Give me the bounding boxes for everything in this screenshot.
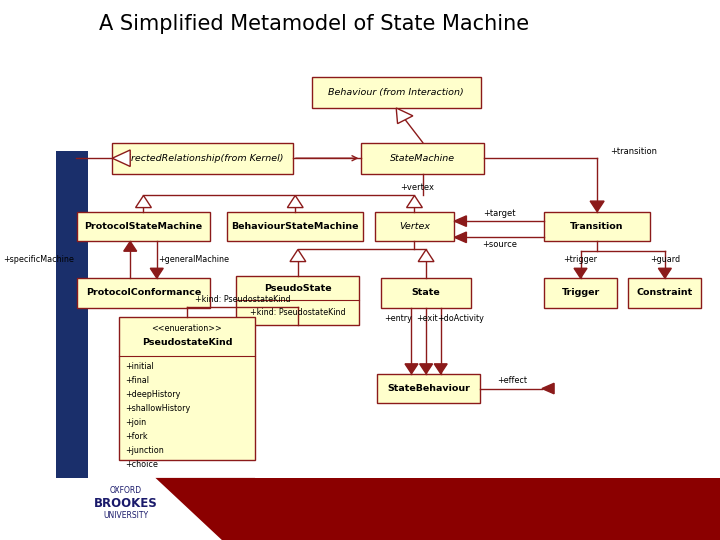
Text: Constraint: Constraint: [636, 288, 693, 298]
FancyBboxPatch shape: [228, 212, 364, 241]
Polygon shape: [290, 249, 306, 261]
Text: +specificMachine: +specificMachine: [3, 255, 73, 264]
Polygon shape: [287, 195, 303, 207]
FancyBboxPatch shape: [544, 278, 617, 308]
Polygon shape: [590, 201, 604, 212]
Text: +initial: +initial: [125, 362, 154, 371]
Text: +effect: +effect: [497, 376, 527, 385]
Polygon shape: [658, 268, 671, 278]
Text: State: State: [412, 288, 441, 298]
Text: +doActivity: +doActivity: [437, 314, 484, 323]
Polygon shape: [420, 364, 433, 374]
Text: Trigger: Trigger: [562, 288, 600, 298]
FancyBboxPatch shape: [112, 143, 293, 174]
Text: +choice: +choice: [125, 461, 158, 469]
Text: +vertex: +vertex: [400, 184, 434, 192]
Text: +entry: +entry: [384, 314, 412, 323]
Text: StateMachine: StateMachine: [390, 154, 455, 163]
FancyBboxPatch shape: [361, 143, 485, 174]
Text: UNIVERSITY: UNIVERSITY: [103, 511, 148, 520]
Text: +source: +source: [482, 240, 517, 249]
Text: +kind: PseudostateKind: +kind: PseudostateKind: [250, 308, 346, 317]
Text: StateBehaviour: StateBehaviour: [387, 384, 470, 393]
FancyBboxPatch shape: [77, 212, 210, 241]
FancyBboxPatch shape: [119, 317, 255, 460]
Text: <<enueration>>: <<enueration>>: [152, 325, 222, 333]
FancyBboxPatch shape: [629, 278, 701, 308]
Text: +trigger: +trigger: [564, 255, 598, 264]
Text: +final: +final: [125, 376, 150, 385]
Text: DirectedRelationship(from Kernel): DirectedRelationship(from Kernel): [122, 154, 284, 163]
Text: +target: +target: [483, 208, 516, 218]
FancyBboxPatch shape: [236, 276, 359, 325]
Polygon shape: [574, 268, 587, 278]
Polygon shape: [418, 249, 434, 261]
Text: +exit: +exit: [417, 314, 438, 323]
Text: +kind: PseudostateKind: +kind: PseudostateKind: [194, 295, 290, 304]
Polygon shape: [135, 195, 151, 207]
Text: PseudoState: PseudoState: [264, 284, 332, 293]
Polygon shape: [124, 241, 137, 251]
FancyBboxPatch shape: [377, 374, 480, 403]
Text: A Simplified Metamodel of State Machine: A Simplified Metamodel of State Machine: [99, 14, 529, 33]
Text: ProtocolStateMachine: ProtocolStateMachine: [84, 222, 202, 231]
Polygon shape: [56, 151, 88, 478]
Polygon shape: [242, 478, 720, 540]
Text: Vertex: Vertex: [399, 222, 430, 231]
Polygon shape: [434, 364, 447, 374]
Polygon shape: [542, 383, 554, 394]
Text: Behaviour (from Interaction): Behaviour (from Interaction): [328, 88, 464, 97]
FancyBboxPatch shape: [382, 278, 471, 308]
Polygon shape: [407, 195, 423, 207]
Text: +generalMachine: +generalMachine: [158, 255, 229, 264]
Text: +junction: +junction: [125, 447, 164, 455]
Polygon shape: [454, 232, 467, 242]
Polygon shape: [112, 150, 130, 166]
FancyBboxPatch shape: [312, 77, 481, 108]
Text: +deepHistory: +deepHistory: [125, 390, 181, 399]
Text: +shallowHistory: +shallowHistory: [125, 404, 191, 413]
Polygon shape: [454, 216, 467, 226]
FancyBboxPatch shape: [374, 212, 454, 241]
Text: BehaviourStateMachine: BehaviourStateMachine: [232, 222, 359, 231]
Text: +transition: +transition: [610, 147, 657, 156]
FancyBboxPatch shape: [544, 212, 650, 241]
Text: Transition: Transition: [570, 222, 624, 231]
Text: +fork: +fork: [125, 433, 148, 441]
Text: +join: +join: [125, 418, 147, 427]
Text: BROOKES: BROOKES: [94, 497, 158, 510]
FancyBboxPatch shape: [77, 278, 210, 308]
Text: ProtocolConformance: ProtocolConformance: [86, 288, 201, 298]
Polygon shape: [405, 364, 418, 374]
Polygon shape: [156, 478, 308, 540]
Text: OXFORD: OXFORD: [109, 486, 142, 495]
Polygon shape: [396, 108, 413, 124]
Text: +guard: +guard: [650, 255, 680, 264]
Polygon shape: [150, 268, 163, 278]
Text: PseudostateKind: PseudostateKind: [142, 339, 233, 347]
